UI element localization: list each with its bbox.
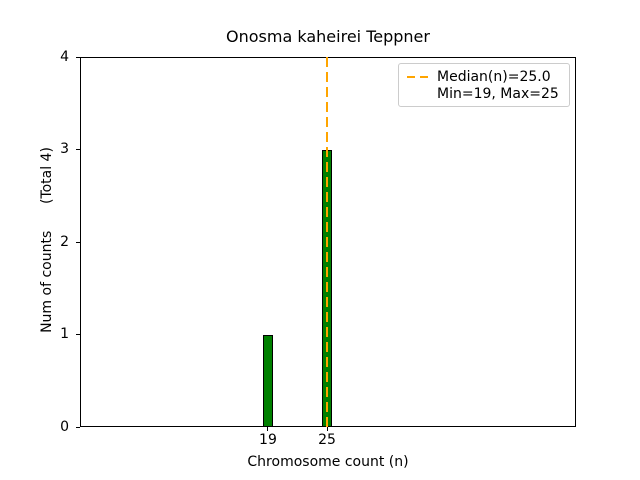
x-axis-label: Chromosome count (n) (247, 454, 409, 470)
y-tick-mark (76, 149, 80, 150)
legend: Median(n)=25.0 Min=19, Max=25 (398, 63, 570, 107)
y-tick-label: 1 (60, 326, 69, 342)
legend-item: Median(n)=25.0 (407, 68, 561, 85)
x-tick-label: 25 (318, 432, 336, 448)
legend-item-label: Median(n)=25.0 (437, 68, 551, 85)
legend-symbol-spacer (407, 93, 429, 95)
legend-item-label: Min=19, Max=25 (437, 85, 559, 102)
legend-item: Min=19, Max=25 (407, 85, 561, 102)
y-tick-label: 3 (60, 141, 69, 157)
y-tick-mark (76, 56, 80, 58)
y-tick-mark (76, 426, 80, 428)
y-tick-mark (76, 334, 80, 335)
y-tick-mark (76, 241, 80, 243)
median-line (326, 57, 329, 427)
y-tick-label: 2 (60, 233, 69, 250)
x-tick-mark (326, 427, 328, 431)
x-tick-label: 19 (259, 432, 277, 448)
bar (263, 334, 273, 427)
y-tick-label: 4 (60, 48, 69, 65)
chart-title: Onosma kaheirei Teppner (226, 27, 430, 46)
y-tick-label: 0 (60, 418, 69, 435)
median-dashed-line-icon (407, 75, 429, 78)
x-tick-mark (267, 427, 269, 431)
